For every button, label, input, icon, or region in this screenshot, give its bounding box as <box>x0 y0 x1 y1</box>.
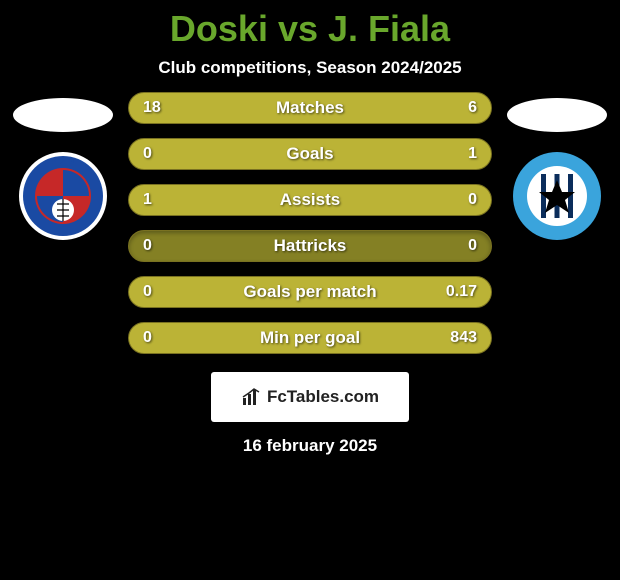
page-title: Doski vs J. Fiala <box>0 0 620 50</box>
brand-text: FcTables.com <box>267 387 379 407</box>
stat-bar: 01Goals <box>128 138 492 170</box>
stat-bar: 0843Min per goal <box>128 322 492 354</box>
comparison-content: PLZEN 186Matches 01Goals 10Assists 0 0Hattri… <box>0 92 620 354</box>
chart-icon <box>241 387 261 407</box>
stat-bars: 186Matches 01Goals 10Assists 0 0Hattricks 00.… <box>128 92 492 354</box>
stat-bar-fill-right <box>401 93 492 123</box>
stat-bar-fill-right <box>129 139 491 169</box>
player-left-avatar-placeholder <box>13 98 113 132</box>
club-badge-left: PLZEN <box>17 150 109 242</box>
player-left-column: PLZEN <box>8 92 118 242</box>
stat-bar-fill-left <box>129 185 491 215</box>
footer-date: 16 february 2025 <box>0 436 620 456</box>
subtitle: Club competitions, Season 2024/2025 <box>0 58 620 78</box>
plzen-badge-icon: PLZEN <box>17 150 109 242</box>
stat-bar: 10Assists <box>128 184 492 216</box>
club-badge-right <box>511 150 603 242</box>
stat-label: Hattricks <box>129 231 491 261</box>
stat-bar-fill-right <box>129 323 491 353</box>
svg-text:PLZEN: PLZEN <box>52 159 75 166</box>
stat-bar-fill-left <box>129 93 401 123</box>
player-right-avatar-placeholder <box>507 98 607 132</box>
player-right-column <box>502 92 612 242</box>
stat-bar: 00.17Goals per match <box>128 276 492 308</box>
stat-bar: 0 0Hattricks <box>128 230 492 262</box>
stat-value-left: 0 <box>143 231 152 261</box>
sigma-badge-icon <box>511 150 603 242</box>
brand-badge: FcTables.com <box>211 372 409 422</box>
stat-value-right: 0 <box>468 231 477 261</box>
stat-bar-fill-right <box>129 277 491 307</box>
stat-bar: 186Matches <box>128 92 492 124</box>
